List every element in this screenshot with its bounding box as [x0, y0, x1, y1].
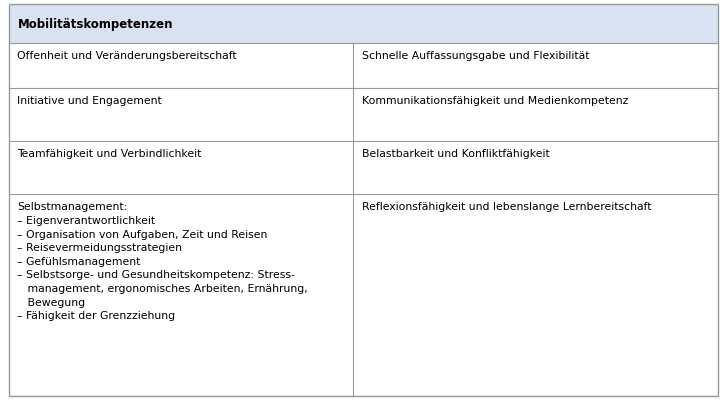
Bar — [9, 44, 718, 89]
Text: Initiative und Engagement: Initiative und Engagement — [17, 96, 162, 106]
Bar — [9, 89, 718, 142]
Text: Mobilitätskompetenzen: Mobilitätskompetenzen — [17, 18, 173, 31]
Text: Offenheit und Veränderungsbereitschaft: Offenheit und Veränderungsbereitschaft — [17, 51, 237, 61]
Text: Reflexionsfähigkeit und lebenslange Lernbereitschaft: Reflexionsfähigkeit und lebenslange Lern… — [361, 202, 651, 212]
Text: Teamfähigkeit und Verbindlichkeit: Teamfähigkeit und Verbindlichkeit — [17, 149, 202, 159]
Text: Schnelle Auffassungsgabe und Flexibilität: Schnelle Auffassungsgabe und Flexibilitä… — [361, 51, 589, 61]
Text: Kommunikationsfähigkeit und Medienkompetenz: Kommunikationsfähigkeit und Medienkompet… — [361, 96, 628, 106]
Bar — [9, 194, 718, 396]
Bar — [9, 142, 718, 194]
Bar — [9, 5, 718, 44]
Text: Belastbarkeit und Konfliktfähigkeit: Belastbarkeit und Konfliktfähigkeit — [361, 149, 550, 159]
Text: Selbstmanagement:
– Eigenverantwortlichkeit
– Organisation von Aufgaben, Zeit un: Selbstmanagement: – Eigenverantwortlichk… — [17, 202, 308, 320]
